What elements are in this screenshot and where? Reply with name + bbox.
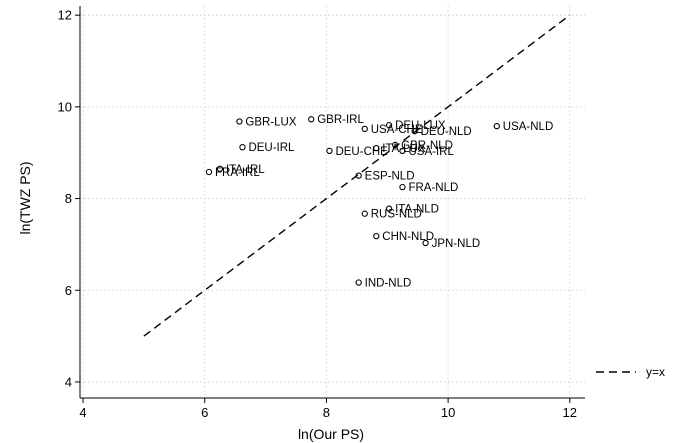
x-axis-title: ln(Our PS) [298, 426, 364, 442]
data-point [205, 168, 213, 176]
data-point [385, 205, 393, 212]
data-point-label: FRA-IRL [215, 167, 260, 179]
y-tick-label: 6 [65, 283, 72, 298]
data-point-label: ITA-NLD [395, 204, 439, 216]
axes: 4 6 8 10 12 4 6 8 10 12 [58, 6, 585, 420]
reference-line-y-equals-x [143, 14, 571, 337]
x-tick-label: 12 [563, 405, 577, 420]
data-point [236, 118, 243, 125]
data-point [361, 125, 368, 133]
data-point-label: GBR-IRL [317, 114, 364, 126]
data-point-label: USA-CHE [371, 124, 423, 136]
data-point [355, 279, 362, 286]
data-point [216, 165, 224, 172]
grid-lines [80, 6, 585, 398]
data-point-label: GBR-NLD [401, 140, 453, 152]
data-point [392, 141, 399, 149]
data-point-label: RUS-NLD [371, 209, 422, 221]
data-point [308, 116, 315, 123]
data-point [355, 172, 362, 179]
y-tick-label: 10 [58, 99, 72, 114]
data-point-label: DEU-LUX [395, 120, 446, 132]
y-tick-label: 12 [58, 8, 72, 23]
x-tick-label: 4 [79, 405, 86, 420]
data-point-label: DEU-NLD [421, 126, 472, 138]
y-tick-label: 8 [65, 191, 72, 206]
y-axis-title: ln(TWZ PS) [17, 161, 33, 234]
data-point [399, 147, 406, 155]
data-point-label: DEU-CHE [335, 146, 388, 158]
y-tick-label: 4 [65, 374, 72, 389]
data-point-label: GBR-LUX [245, 117, 296, 129]
legend-label: y=x [646, 365, 665, 379]
data-point [422, 239, 429, 247]
data-point-label: JPN-NLD [432, 238, 481, 250]
data-point-label: FRA-NLD [408, 182, 458, 194]
data-point [399, 183, 406, 191]
data-point-label: IND-NLD [365, 277, 412, 289]
x-tick-label: 8 [323, 405, 330, 420]
reference-line-group [143, 14, 571, 337]
data-point-label: ITA-IRL [226, 164, 265, 176]
data-point-label: ESP-NLD [365, 171, 415, 183]
data-point-label: CHN-NLD [382, 231, 434, 243]
data-point [239, 144, 246, 151]
data-point-label: USA-IRL [408, 146, 454, 158]
data-point [373, 144, 380, 152]
data-point [385, 122, 393, 129]
x-tick-label: 10 [441, 405, 455, 420]
data-point [326, 147, 333, 155]
data-point [493, 122, 500, 130]
data-point [411, 128, 418, 135]
data-point [373, 233, 380, 240]
data-point-label: DEU-IRL [248, 142, 295, 154]
x-tick-label: 6 [201, 405, 208, 420]
legend: y=x [596, 365, 665, 379]
data-point-label: USA-NLD [503, 121, 553, 133]
data-point [361, 210, 368, 217]
